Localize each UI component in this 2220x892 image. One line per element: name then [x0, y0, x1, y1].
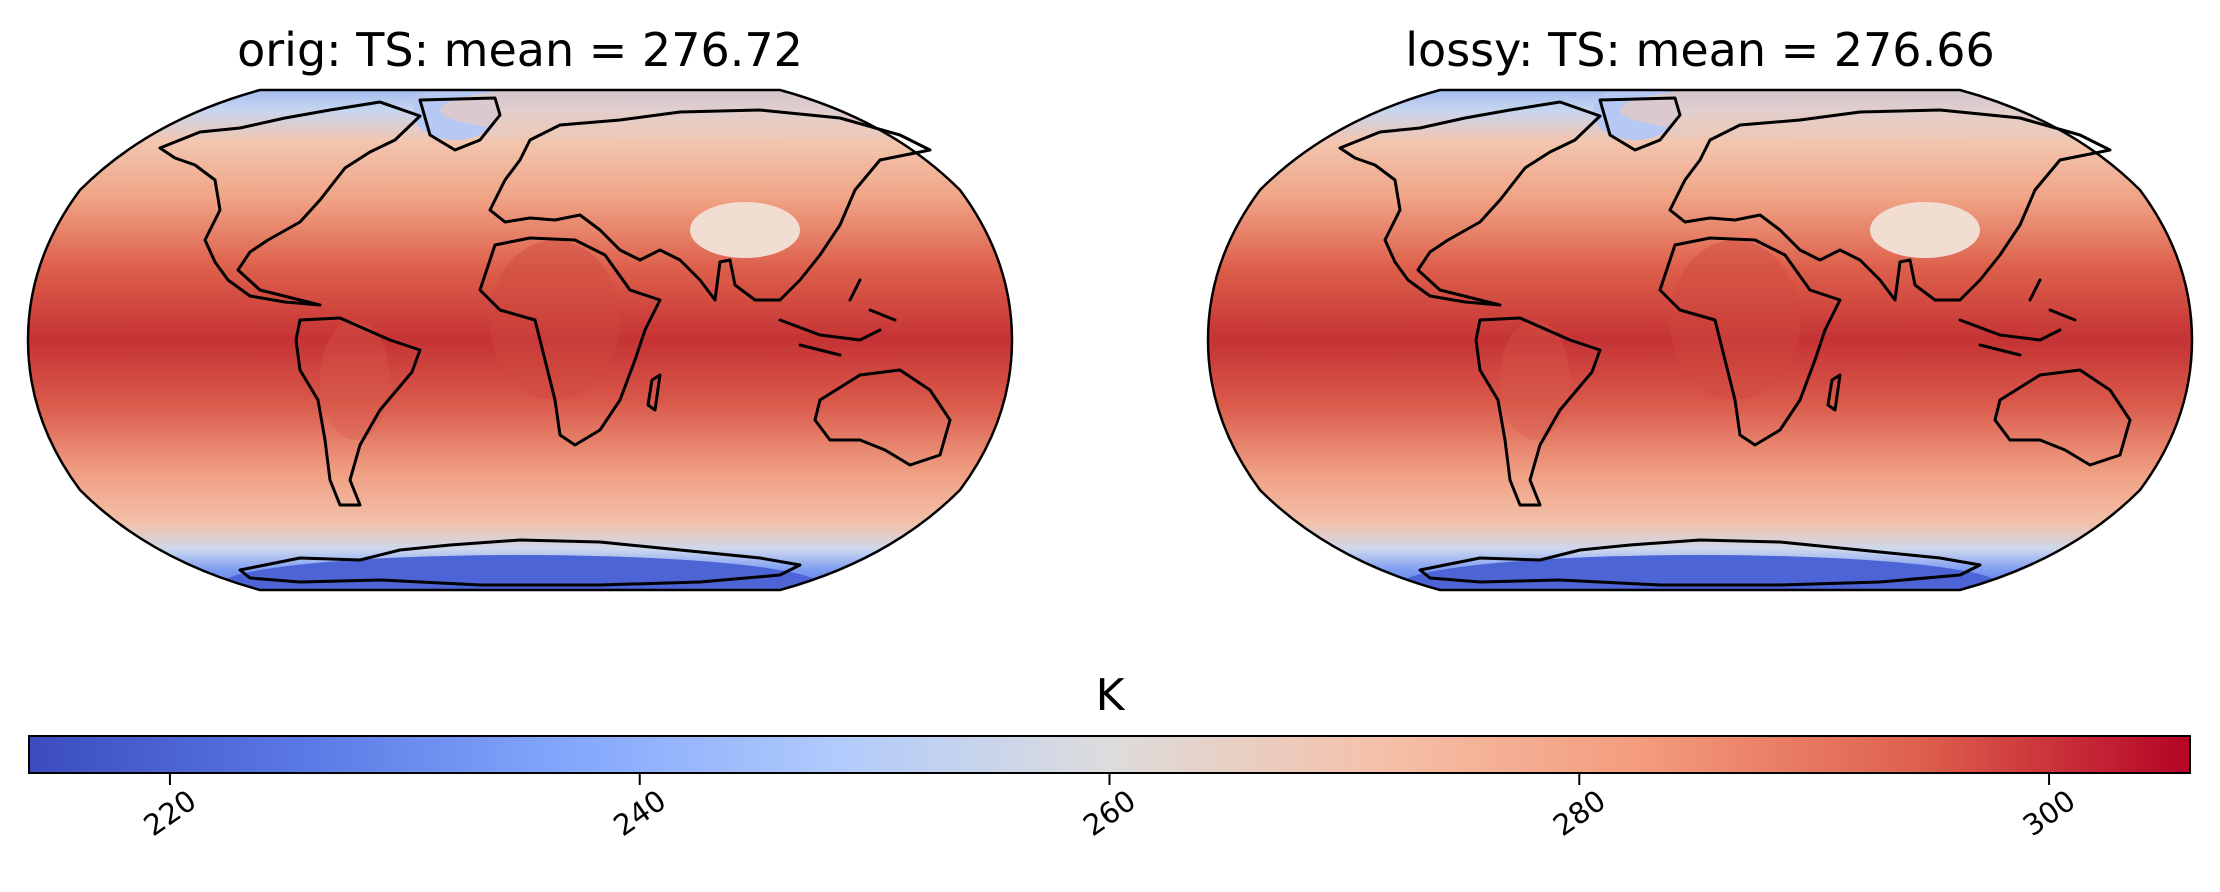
map-panel-lossy: lossy: TS: mean = 276.66: [1206, 23, 2194, 592]
colorbar-tick-label: 300: [2017, 783, 2082, 843]
coastline-eurasia: [488, 108, 932, 302]
coastline-madagascar: [1826, 373, 1842, 412]
colorbar-gradient: [28, 735, 2191, 774]
coastline-eurasia: [1668, 108, 2112, 302]
coastline-australia: [813, 368, 952, 467]
colorbar-tick-label: 260: [1077, 783, 1142, 843]
coastline-greenland: [418, 96, 502, 152]
coastline-greenland: [1598, 96, 1682, 152]
colorbar-tick-label: 280: [1547, 783, 1612, 843]
coastlines-orig: [158, 96, 952, 587]
colorbar: K 220 240 260 280 300: [28, 670, 2191, 843]
coastline-indonesia: [1958, 278, 2077, 357]
colorbar-tick-label: 220: [138, 783, 203, 843]
coastline-antarctica: [1418, 538, 1982, 587]
map-panel-orig: orig: TS: mean = 276.72: [26, 23, 1014, 592]
coastlines-lossy: [1338, 96, 2132, 587]
coastline-africa: [1658, 236, 1842, 447]
coastline-madagascar: [646, 373, 662, 412]
colorbar-tick-label: 240: [607, 783, 672, 843]
coastline-antarctica: [238, 538, 802, 587]
colorbar-ticks: 220 240 260 280 300: [138, 773, 2082, 843]
map-boundary-lossy: [1206, 88, 2194, 592]
coastline-australia: [1993, 368, 2132, 467]
coastline-africa: [478, 236, 662, 447]
map-boundary-orig: [26, 88, 1014, 592]
colorbar-label: K: [1096, 670, 1126, 721]
panel-title-lossy: lossy: TS: mean = 276.66: [1405, 23, 1994, 77]
coastline-south-america: [1474, 316, 1602, 507]
coastline-north-america: [1338, 100, 1602, 307]
panel-title-orig: orig: TS: mean = 276.72: [237, 23, 803, 77]
coastline-south-america: [294, 316, 422, 507]
coastline-indonesia: [778, 278, 897, 357]
coastline-north-america: [158, 100, 422, 307]
